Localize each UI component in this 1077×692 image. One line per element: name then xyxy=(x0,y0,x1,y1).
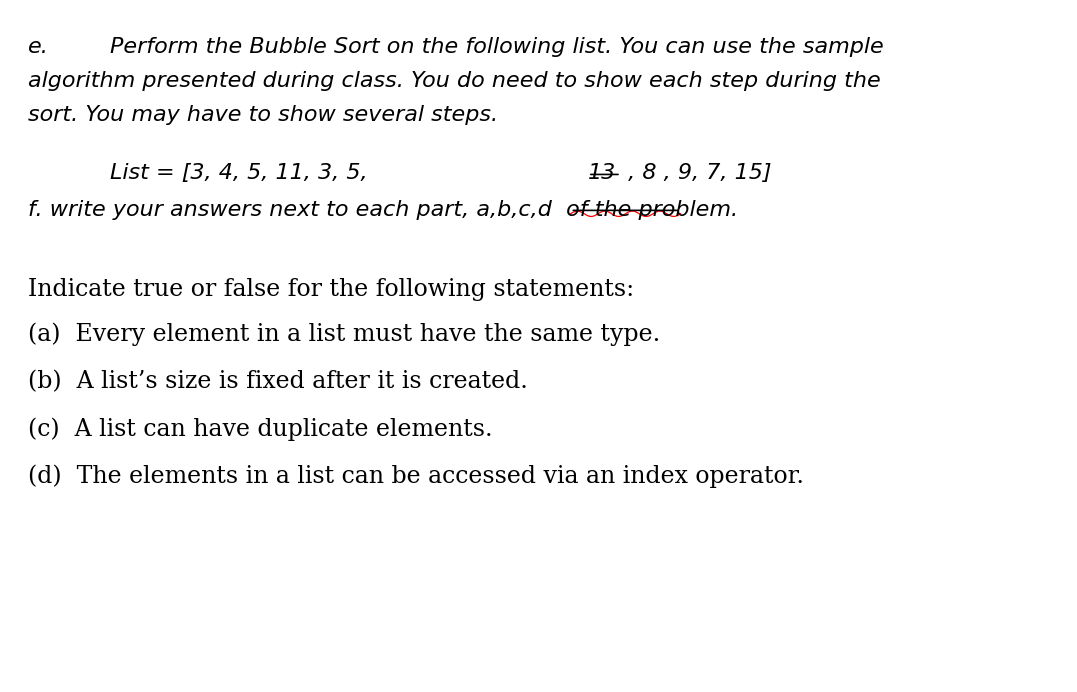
Text: sort. You may have to show several steps.: sort. You may have to show several steps… xyxy=(28,105,498,125)
Text: , 8 , 9, 7, 15]: , 8 , 9, 7, 15] xyxy=(620,163,771,183)
Text: Perform the Bubble Sort on the following list. You can use the sample: Perform the Bubble Sort on the following… xyxy=(110,37,883,57)
Text: f. write your answers next to each part, a,b,c,d  of the problem.: f. write your answers next to each part,… xyxy=(28,200,738,220)
Text: e.: e. xyxy=(28,37,48,57)
Text: Indicate true or false for the following statements:: Indicate true or false for the following… xyxy=(28,278,633,301)
Text: (d)  The elements in a list can be accessed via an index operator.: (d) The elements in a list can be access… xyxy=(28,464,803,488)
Text: (b)  A list’s size is fixed after it is created.: (b) A list’s size is fixed after it is c… xyxy=(28,370,528,393)
Text: (c)  A list can have duplicate elements.: (c) A list can have duplicate elements. xyxy=(28,417,492,441)
Text: (a)  Every element in a list must have the same type.: (a) Every element in a list must have th… xyxy=(28,322,660,346)
Text: List = [3, 4, 5, 11, 3, 5,: List = [3, 4, 5, 11, 3, 5, xyxy=(110,163,375,183)
Text: algorithm presented during class. You do need to show each step during the: algorithm presented during class. You do… xyxy=(28,71,880,91)
Text: 13: 13 xyxy=(588,163,616,183)
